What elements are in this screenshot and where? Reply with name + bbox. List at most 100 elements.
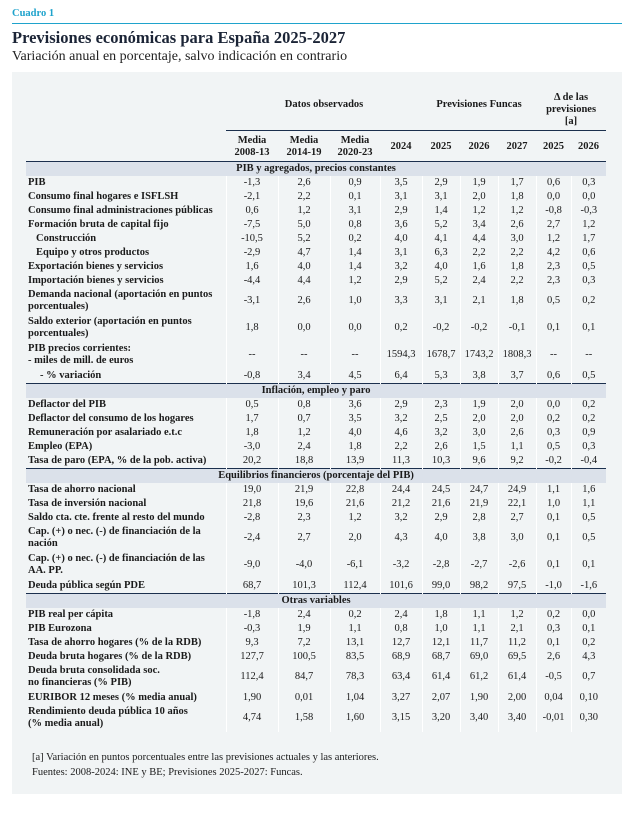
table-row: Equipo y otros productos -2,9 4,7 1,4 3,1 6,3… — [26, 245, 606, 260]
cell-value: 0,1 — [536, 314, 572, 342]
cell-value: 0,2 — [582, 295, 596, 306]
cell-value: -- — [330, 341, 381, 369]
cell-value: 1594,3 — [380, 341, 423, 369]
row-label: EURIBOR 12 meses (% media anual) — [26, 690, 227, 705]
cell-value: 4,0 — [422, 524, 461, 552]
row-label: Rendimiento deuda pública 10 años (% med… — [26, 704, 227, 732]
cell-value: 69,5 — [498, 649, 537, 664]
cell-value: -0,1 — [498, 314, 537, 342]
table-row: Saldo exterior (aportación en puntos por… — [26, 314, 606, 342]
cell-value: 0,5 — [582, 511, 596, 523]
cell-value: 3,27 — [380, 690, 423, 705]
cell-value: 2,5 — [422, 411, 461, 426]
table-row: PIB real per cápita -1,8 2,4 0,2 2,4 1,8 1,1 1,… — [26, 607, 606, 622]
section-header: PIB y agregados, precios constantes — [26, 160, 607, 176]
cell-value: 3,0 — [498, 231, 537, 246]
cell-value: 1,2 — [498, 203, 537, 218]
column-header: 2027 — [498, 130, 537, 162]
cell-value: 2,7 — [278, 524, 331, 552]
cell-value: 0,1 — [536, 510, 572, 525]
cell-value: 0,1 — [582, 322, 596, 333]
cell-value: 0,2 — [582, 412, 596, 424]
cell-value: 2,2 — [380, 439, 423, 454]
cell-value: 2,2 — [278, 189, 331, 204]
cell-value: 3,1 — [422, 189, 461, 204]
cell-value: 1,8 — [498, 259, 537, 274]
cell-value: 1,7 — [498, 175, 537, 190]
table-row: Empleo (EPA) -3,0 2,4 1,8 2,2 2,6 1,5 1,1 0,5 0,3 — [26, 439, 606, 454]
cell-value: 2,2 — [498, 245, 537, 260]
table-label: Cuadro 1 — [12, 8, 55, 19]
cell-value: 84,7 — [278, 663, 331, 691]
cell-value: -2,7 — [460, 551, 499, 579]
cell-value: 1,1 — [330, 621, 381, 636]
cell-value: 0,2 — [330, 231, 381, 246]
group-delta: Δ de las previsiones [a] — [536, 80, 607, 131]
cell-value: 0,2 — [330, 607, 381, 622]
cell-value: 3,5 — [330, 411, 381, 426]
cell-value: 13,1 — [330, 635, 381, 650]
cell-value: 21,6 — [422, 496, 461, 511]
table-panel: Datos observados Previsiones Funcas Δ de… — [12, 72, 622, 794]
cell-value: 2,00 — [498, 690, 537, 705]
cell-value: 4,0 — [422, 259, 461, 274]
cell-value: 68,9 — [380, 649, 423, 664]
cell-value: -3,1 — [226, 287, 279, 315]
cell-value: -0,8 — [226, 368, 279, 383]
cell-value: 24,7 — [460, 482, 499, 497]
cell-value: -2,8 — [422, 551, 461, 579]
forecast-table: Datos observados Previsiones Funcas Δ de… — [26, 80, 607, 732]
cell-value: 3,15 — [380, 704, 423, 732]
cell-value: 1808,3 — [498, 341, 537, 369]
column-header: 2026 — [571, 130, 607, 162]
row-label: Tasa de ahorro nacional — [26, 482, 227, 497]
cell-value: 2,9 — [380, 273, 423, 288]
row-label: PIB real per cápita — [26, 607, 227, 622]
footnotes: [a] Variación en puntos porcentuales ent… — [32, 750, 622, 780]
cell-value: 5,2 — [422, 217, 461, 232]
cell-value: 2,3 — [536, 273, 572, 288]
row-label: - % variación — [26, 368, 227, 383]
cell-value: 1,2 — [330, 510, 381, 525]
cell-value: 0,2 — [380, 314, 423, 342]
cell-value: 0,2 — [582, 636, 596, 648]
cell-value: 2,3 — [536, 259, 572, 274]
cell-value: 1,90 — [460, 690, 499, 705]
cell-value: 13,9 — [330, 453, 381, 468]
cell-value: 2,6 — [278, 175, 331, 190]
cell-value: 0,8 — [278, 397, 331, 412]
cell-value: 4,5 — [330, 368, 381, 383]
row-label: Deuda pública según PDE — [26, 578, 227, 593]
cell-value: 0,5 — [582, 260, 596, 272]
cell-value: 1,6 — [582, 483, 596, 495]
cell-value: 1,2 — [278, 425, 331, 440]
cell-value: 0,1 — [582, 622, 596, 634]
row-label: Cap. (+) o nec. (-) de financiación de l… — [26, 551, 227, 579]
cell-value: 1,1 — [460, 621, 499, 636]
column-header: Media 2014-19 — [278, 130, 330, 162]
cell-value: 3,4 — [460, 217, 499, 232]
cell-value: 3,8 — [460, 524, 499, 552]
table-row: Tasa de ahorro nacional 19,0 21,9 22,8 24,4 2… — [26, 482, 606, 497]
cell-value: 3,2 — [380, 411, 423, 426]
header-group-row: Datos observados Previsiones Funcas Δ de… — [26, 80, 607, 131]
cell-value: 2,6 — [536, 649, 572, 664]
cell-value: 2,0 — [498, 411, 537, 426]
cell-value: -10,5 — [226, 231, 279, 246]
table-row: Exportación bienes y servicios 1,6 4,0 1,4 3… — [26, 259, 606, 274]
cell-value: 4,74 — [226, 704, 279, 732]
table-row: Consumo final hogares e ISFLSH -2,1 2,2 0,1… — [26, 189, 606, 204]
cell-value: 0,5 — [226, 397, 279, 412]
cell-value: 3,7 — [498, 368, 537, 383]
cell-value: -7,5 — [226, 217, 279, 232]
cell-value: 0,1 — [536, 524, 572, 552]
cell-value: 0,9 — [582, 426, 596, 438]
table-row: Consumo final administraciones públicas 0… — [26, 203, 606, 218]
cell-value: 1,9 — [278, 621, 331, 636]
cell-value: -4,4 — [226, 273, 279, 288]
table-row: Cap. (+) o nec. (-) de financiación de l… — [26, 524, 606, 552]
cell-value: 98,2 — [460, 578, 499, 593]
cell-value: 3,40 — [498, 704, 537, 732]
cell-value: 2,9 — [422, 175, 461, 190]
row-label: Formación bruta de capital fijo — [26, 217, 227, 232]
